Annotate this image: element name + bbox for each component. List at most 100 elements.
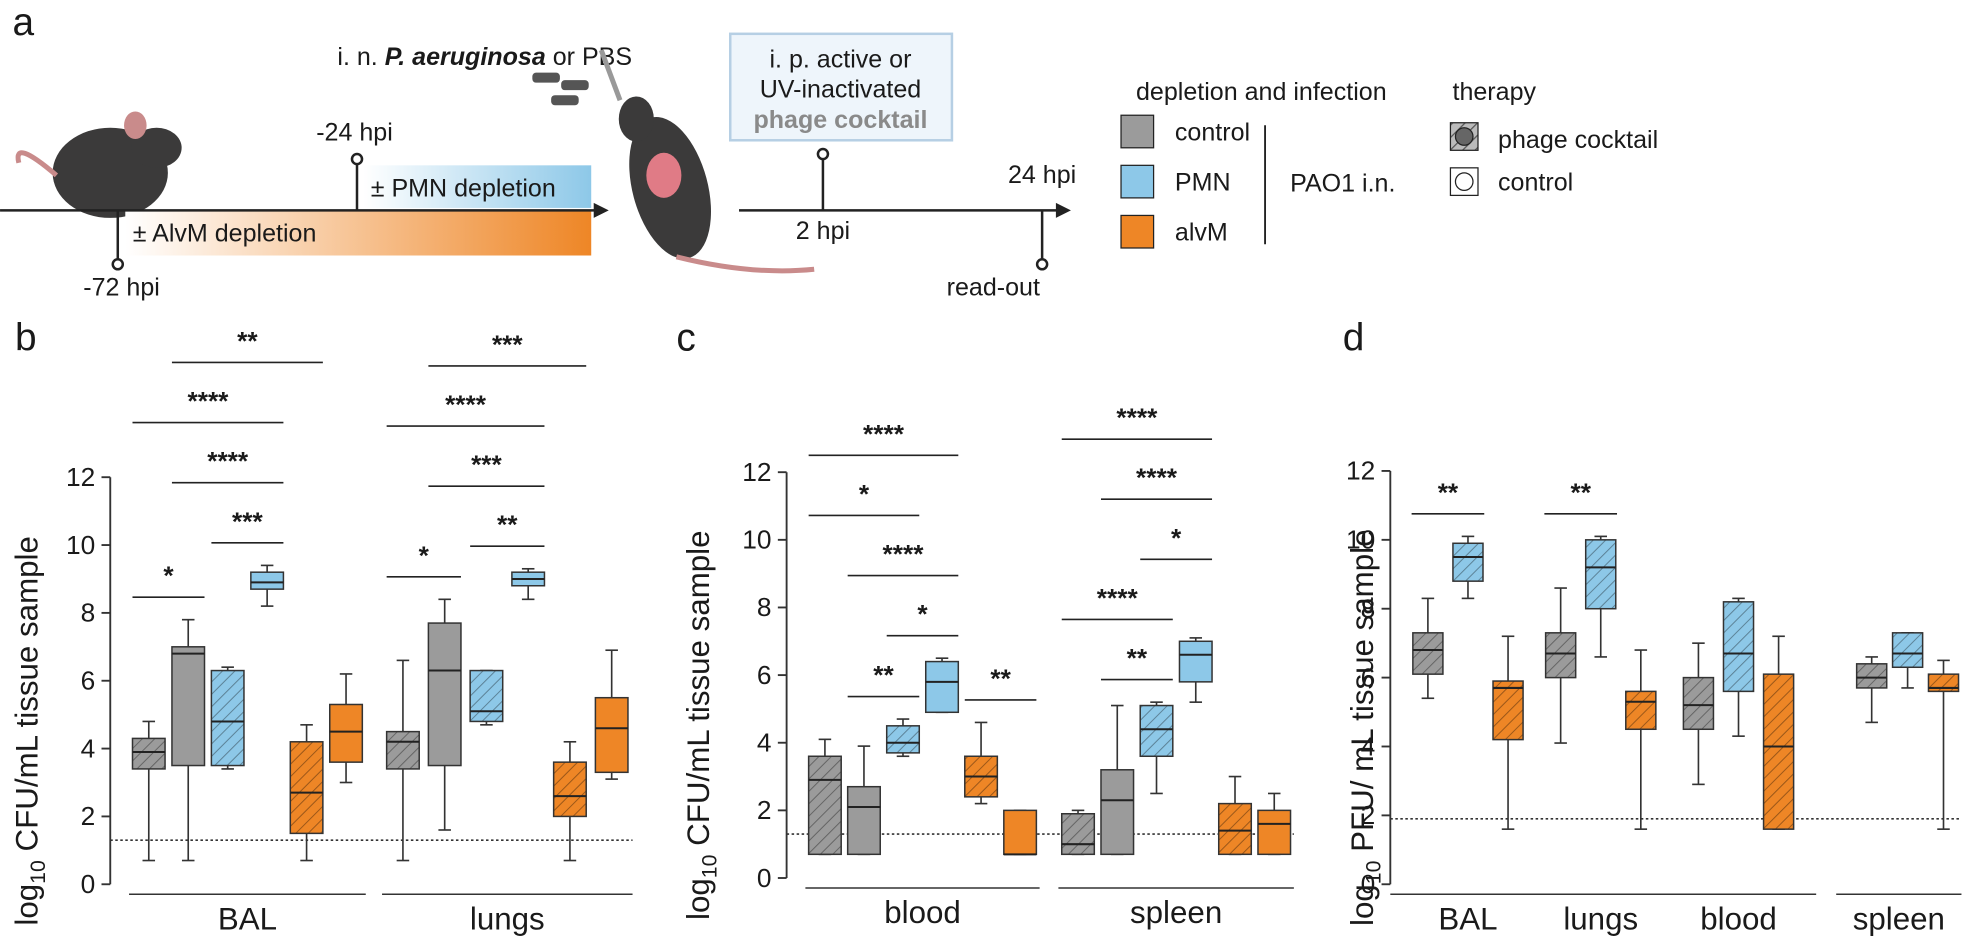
arrow-head [593,202,609,218]
significance-label: *** [232,506,263,536]
y-axis-label: log10 PFU/ mL tissue sample [1345,529,1386,925]
group-label: spleen [1853,901,1945,936]
box [924,660,960,714]
box [250,571,285,590]
panel-letter: b [15,317,37,360]
box [1003,809,1038,856]
group-label: blood [884,895,961,930]
y-tick-label: 8 [1361,593,1376,623]
panel-letter: d [1343,317,1365,360]
box [885,725,921,754]
significance-label: ** [497,510,518,540]
box [1762,673,1795,830]
group-label: spleen [1130,895,1222,930]
significance-label: * [917,599,928,629]
y-tick-label: 2 [757,795,772,825]
box [1452,542,1484,582]
y-tick-label: 12 [66,462,95,492]
y-axis-label: log10 CFU/mL tissue sample [681,530,722,920]
text: P. aeruginosa [385,43,546,71]
box [1257,809,1292,856]
text: 10 [1361,861,1385,885]
y-tick-label: 8 [81,598,96,628]
intranasal-label: i. n. P. aeruginosa or PBS [337,43,632,71]
box [329,703,364,763]
y-tick-label: 0 [1361,869,1376,899]
legend-dot [1454,172,1474,192]
y-tick-label: 2 [81,801,96,831]
legend-label: control [1175,118,1250,146]
significance-label: ** [1438,477,1459,507]
y-tick-label: 0 [81,869,96,899]
therapy-box [728,32,954,142]
pin-head [111,258,125,271]
significance-label: **** [207,446,249,476]
arrow-head [1055,202,1071,218]
box [427,622,462,767]
box [807,755,842,856]
significance-label: **** [187,386,229,416]
box [1722,601,1755,693]
text: log [1345,884,1380,926]
significance-label: ** [1570,477,1591,507]
box [1855,663,1888,689]
box [1625,690,1657,731]
legend-label: PMN [1175,168,1231,196]
box [171,646,206,767]
legend-title: depletion and infection [1136,78,1387,106]
y-tick-label: 12 [742,457,771,487]
text: CFU/mL tissue sample [681,530,716,854]
legend-swatch [1120,214,1155,249]
significance-label: ** [237,326,258,356]
significance-label: *** [492,329,523,359]
therapy-box-line: UV-inactivated [760,76,922,104]
significance-label: * [1171,523,1182,553]
y-tick-label: 4 [1361,731,1376,761]
y-tick-label: 0 [757,863,772,893]
significance-label: ** [1127,643,1148,673]
legend-title: therapy [1452,78,1536,106]
box [1139,704,1174,758]
pin-head [350,152,364,166]
box [210,669,245,767]
y-tick-label: 2 [1361,800,1376,830]
time-label: -24 hpi [316,118,393,146]
y-tick-label: 8 [757,592,772,622]
text: log [10,884,45,926]
y-tick-label: 6 [1361,662,1376,692]
y-tick-label: 12 [1346,456,1375,486]
y-tick-label: 10 [66,530,95,560]
text: 10 [26,860,50,884]
significance-label: **** [883,539,925,569]
y-tick-label: 4 [81,733,96,763]
box [289,741,324,835]
legend-dot [1454,127,1474,146]
panel-letter: a [13,1,35,44]
pmn-depletion: ± PMN depletion [371,175,556,203]
box [385,730,420,770]
infection-label: PAO1 i.n. [1290,170,1395,198]
significance-label: * [163,561,174,591]
group-label: lungs [470,901,545,936]
group-label: blood [1700,901,1777,936]
y-tick-label: 6 [81,666,96,696]
box [594,696,629,774]
panel-letter: c [676,317,695,360]
alvm-depletion: ± AlvM depletion [133,220,317,248]
box [1178,640,1213,683]
box [1891,632,1924,669]
significance-label: **** [1116,403,1158,433]
pmn-depletion-bar [363,165,592,208]
box [1412,632,1444,675]
legend: depletion and infection therapy PAO1 i.n… [1136,78,1658,245]
significance-label: **** [1136,463,1178,493]
significance-label: **** [863,419,905,449]
box [1544,632,1577,679]
text: i. n. [337,43,384,71]
legend-swatch [1120,114,1155,149]
y-axis-label: log10 CFU/mL tissue sample [10,536,51,926]
significance-label: * [859,479,870,509]
group-label: BAL [1438,901,1497,936]
